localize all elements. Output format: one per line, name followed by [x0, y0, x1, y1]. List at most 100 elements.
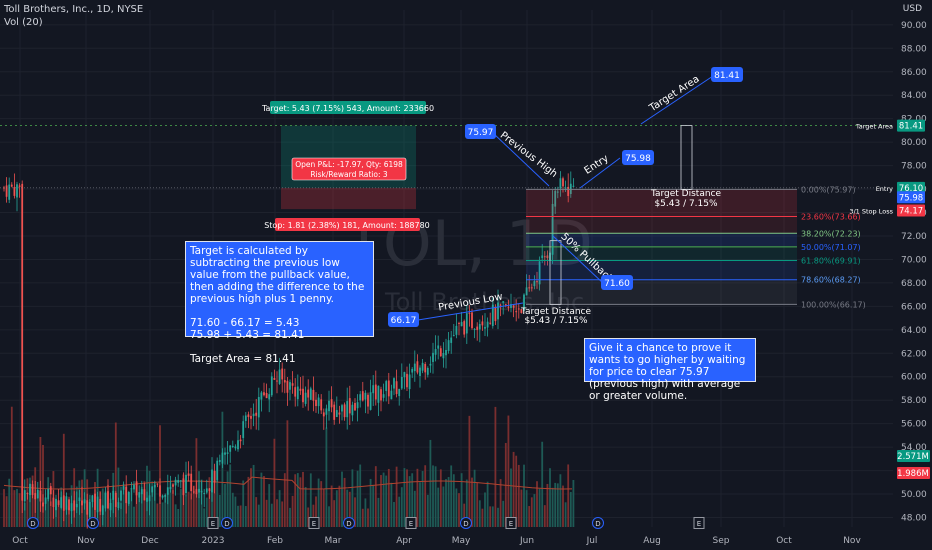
- volume-bar: [416, 468, 419, 527]
- price-tick: 84.00: [901, 91, 927, 101]
- volume-bar: [203, 508, 206, 527]
- volume-bar: [572, 479, 575, 527]
- event-marker-letter: D: [595, 520, 600, 528]
- candle-body: [252, 413, 255, 417]
- note-right: Give it a chance to prove it wants to go…: [584, 338, 756, 402]
- candle-body: [242, 421, 245, 438]
- candle-body: [343, 404, 346, 418]
- symbol-legend: Toll Brothers, Inc., 1D, NYSE: [4, 4, 144, 15]
- candle-body: [70, 503, 73, 512]
- candle-body: [55, 498, 57, 511]
- candle-body: [226, 452, 229, 454]
- candle-body: [263, 392, 265, 396]
- candle-body: [57, 500, 60, 505]
- target-distance-value-2: $5.43 / 7.15%: [524, 316, 588, 326]
- volume-legend: Vol (20): [4, 17, 43, 28]
- candle-body: [216, 460, 219, 480]
- volume-bar: [221, 411, 224, 527]
- candle-body: [161, 495, 164, 498]
- target-banner-bg: [270, 101, 426, 114]
- candle-body: [432, 352, 434, 362]
- event-marker: D: [592, 517, 604, 529]
- candle-body: [29, 483, 31, 496]
- candle-body: [387, 380, 390, 397]
- candle-body: [473, 328, 476, 330]
- candle-body: [5, 185, 8, 197]
- volume-bar: [156, 503, 159, 527]
- candle-body: [8, 184, 11, 200]
- volume-bar: [442, 486, 445, 527]
- candle-body: [278, 369, 281, 384]
- fib-band: [526, 233, 797, 247]
- stop-banner: Stop: 1.81 (2.38%) 181, Amount: 188780: [264, 218, 430, 231]
- volume-bar: [346, 489, 349, 527]
- open-pl-bg: [291, 157, 407, 181]
- candle-body: [211, 469, 213, 493]
- fib-level-label: 38.20%(72.23): [801, 229, 861, 238]
- axis-line-label: Target Area: [855, 123, 893, 131]
- candle-body: [556, 191, 559, 193]
- candle-body: [385, 381, 388, 391]
- volume-bar: [192, 485, 195, 527]
- candle-body: [299, 388, 302, 391]
- volume-bar: [23, 502, 26, 527]
- candle-body: [406, 373, 408, 388]
- candle-body: [213, 470, 216, 483]
- callout-previous-low-text: 66.17: [391, 316, 417, 326]
- candle-body: [437, 345, 440, 349]
- volume-bar: [564, 502, 567, 527]
- event-marker-letter: D: [90, 520, 95, 528]
- candle-body: [94, 493, 96, 510]
- candle-body: [390, 390, 393, 400]
- volume-bar: [13, 490, 16, 527]
- candle-body: [101, 505, 104, 515]
- volume-bar: [426, 494, 429, 527]
- candle-body: [120, 490, 122, 501]
- volume-bar: [569, 492, 572, 527]
- candle-body: [125, 486, 128, 504]
- candle-body: [559, 178, 562, 189]
- candle-body: [179, 480, 182, 482]
- candle-body: [346, 401, 349, 418]
- candle-body: [18, 185, 21, 187]
- candle-body: [504, 304, 507, 306]
- candle-body: [114, 492, 117, 507]
- target-banner-text: Target: 5.43 (7.15%) 543, Amount: 233660: [261, 104, 434, 113]
- dividend-marker: [460, 517, 472, 529]
- volume-bar: [8, 478, 11, 527]
- event-marker-letter: E: [697, 520, 701, 528]
- volume-bar: [530, 497, 533, 527]
- volume-bar: [117, 467, 120, 527]
- volume-badge: [897, 450, 930, 462]
- candle-body: [382, 394, 385, 398]
- volume-bar: [29, 489, 31, 527]
- volume-bar: [49, 501, 52, 527]
- candle-body: [567, 186, 570, 196]
- volume-bar: [538, 488, 541, 527]
- candle-body: [169, 486, 172, 490]
- candle-body: [195, 489, 198, 495]
- time-tick: Jun: [519, 536, 534, 546]
- volume-bar: [413, 490, 416, 527]
- volume-bar: [351, 469, 354, 527]
- volume-bar: [208, 477, 211, 527]
- volume-bar: [364, 498, 367, 527]
- time-axis[interactable]: Oct Nov Dec 2023 Feb Mar Apr May Jun Jul Aug Sep Oct…: [12, 517, 861, 547]
- volume-bar: [393, 502, 395, 527]
- candle-body: [208, 488, 211, 491]
- volume-bar: [491, 506, 494, 527]
- event-marker: D: [221, 517, 233, 529]
- earnings-marker: [405, 517, 417, 529]
- candle-body: [491, 304, 494, 327]
- candle-body: [481, 321, 484, 326]
- volume-bar: [528, 506, 531, 527]
- volume-bar: [543, 505, 546, 527]
- candle-body: [127, 492, 130, 504]
- volume-bar: [432, 465, 434, 527]
- volume-bar: [127, 492, 130, 527]
- candle-body: [302, 388, 304, 403]
- volume-bar: [317, 478, 320, 527]
- price-axis[interactable]: 48.0050.0052.0054.0056.0058.0060.0062.00…: [897, 21, 930, 524]
